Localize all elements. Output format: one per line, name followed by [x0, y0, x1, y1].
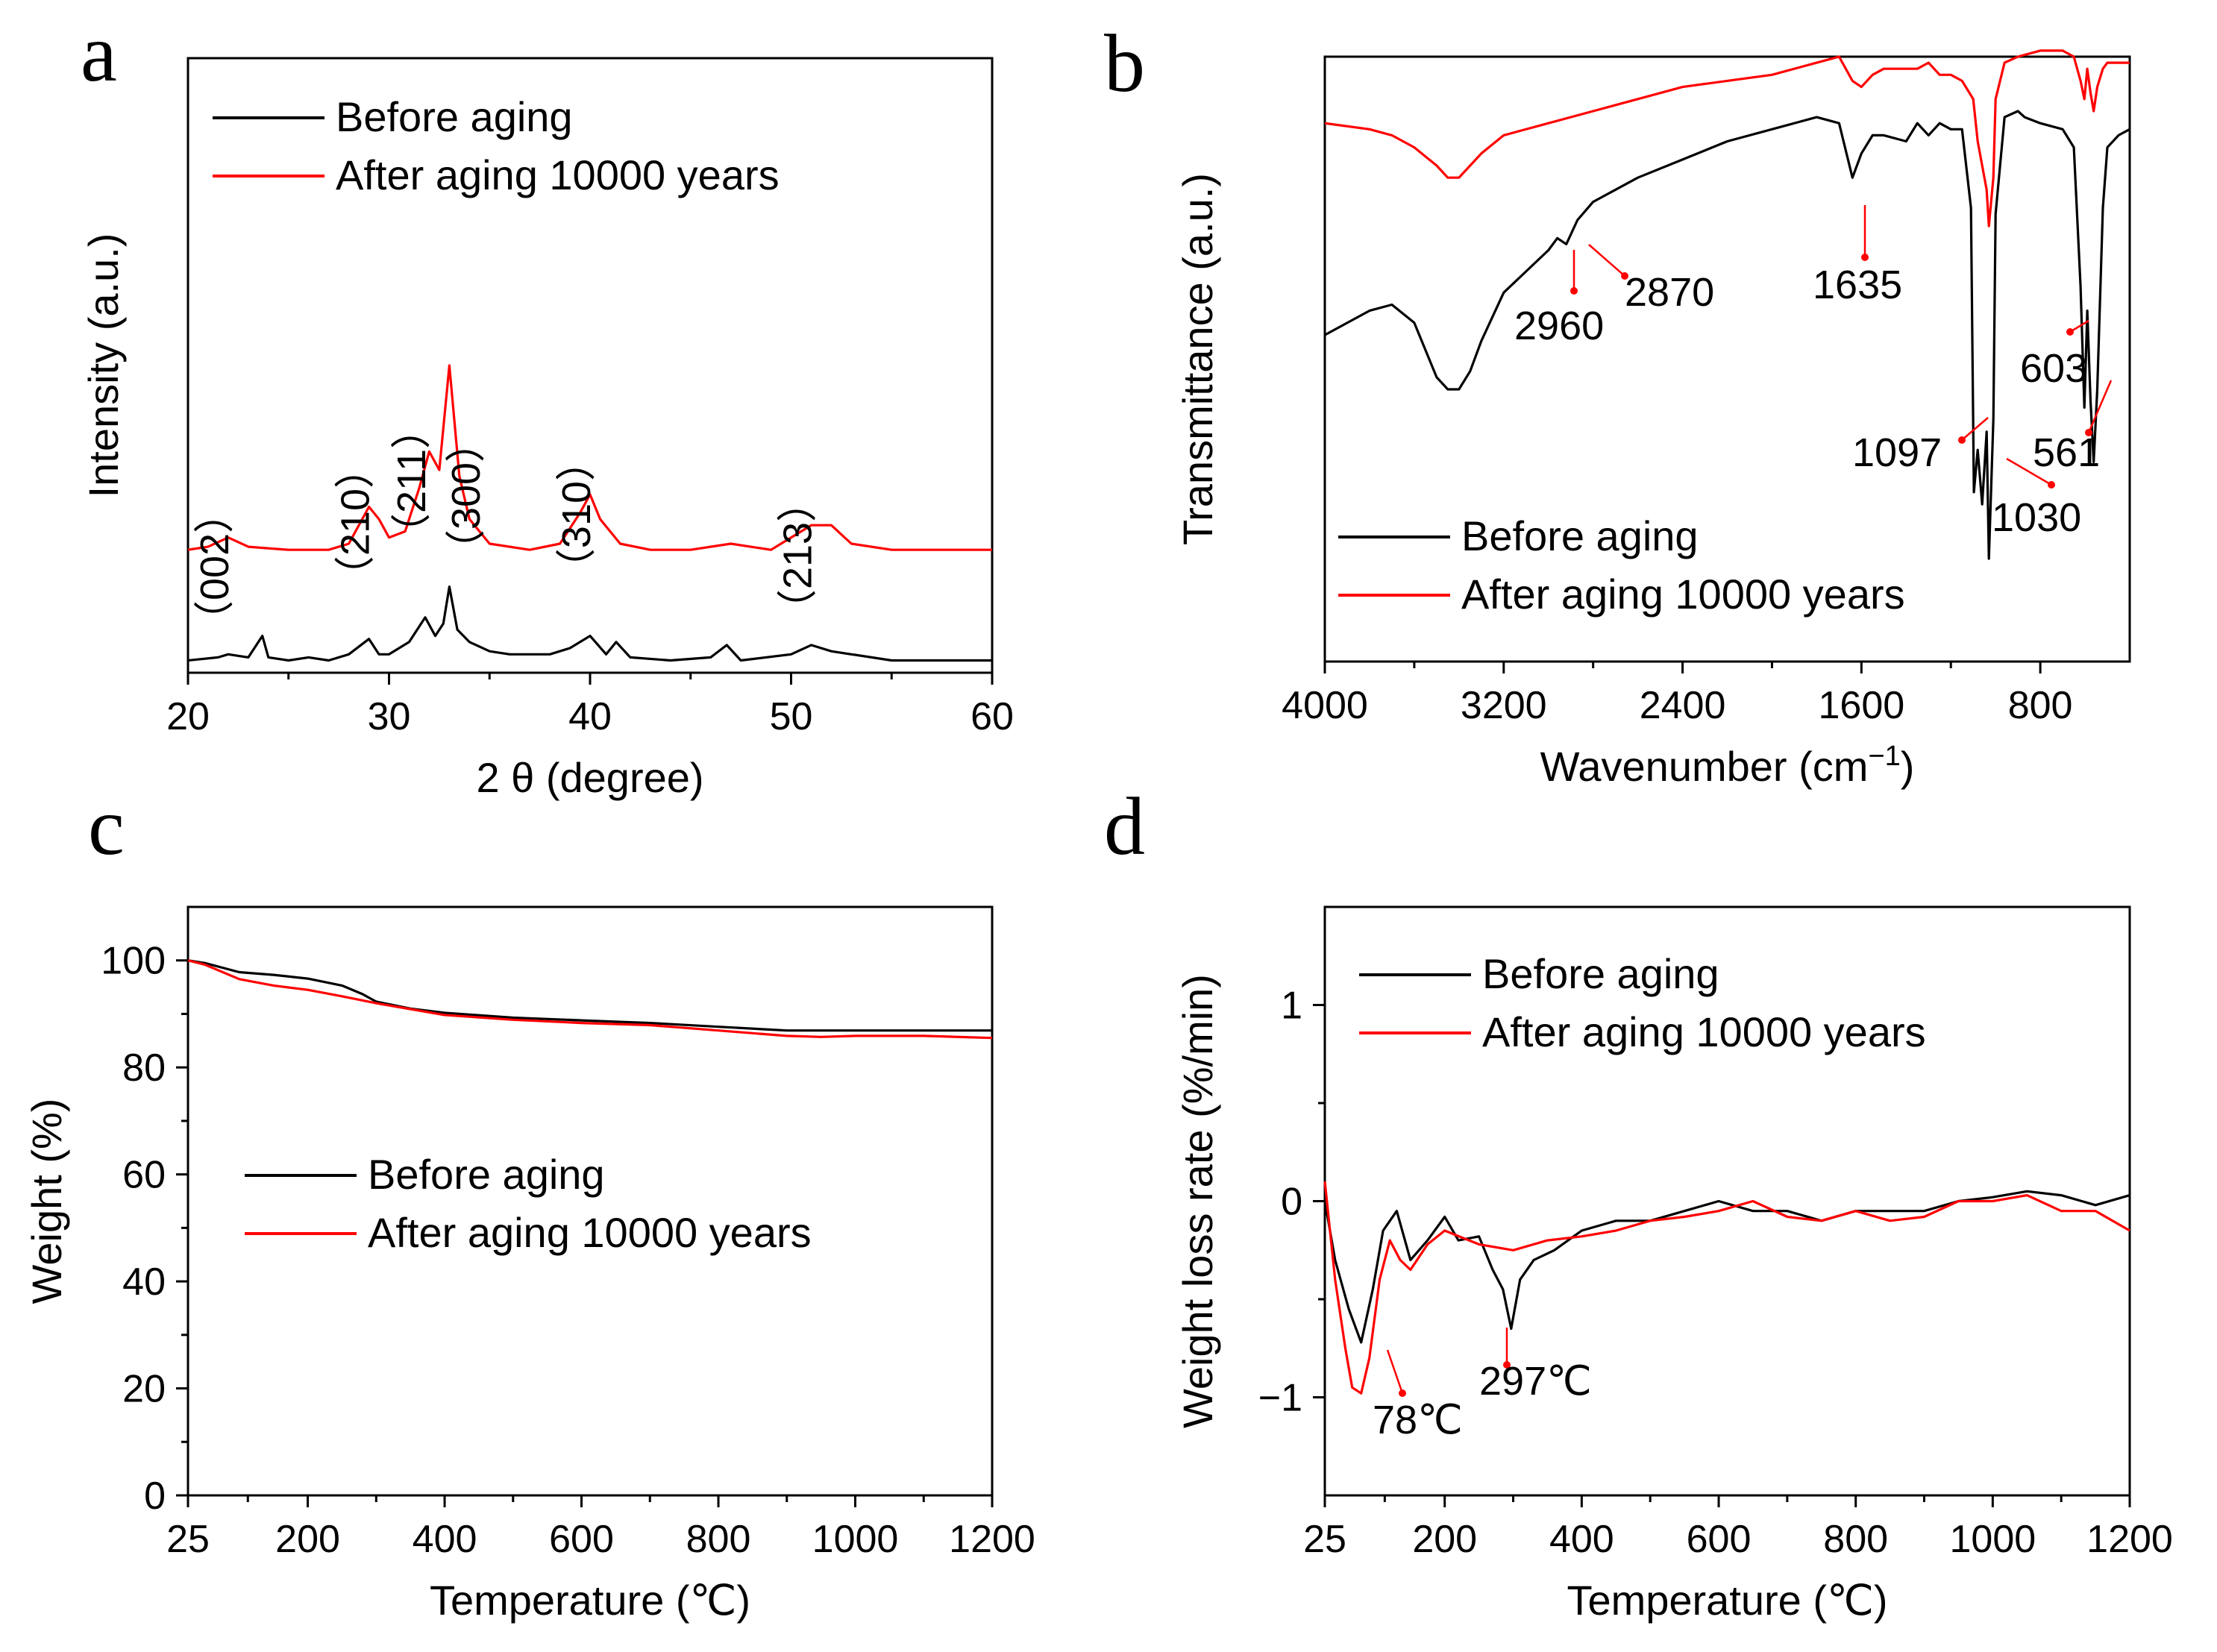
x-axis-label-sup: −1 — [1868, 741, 1900, 772]
y-axis-label: Transmittance (a.u.) — [1174, 173, 1221, 545]
y-axis-label: Weight loss rate (%/min) — [1174, 974, 1221, 1428]
y-tick-label: 40 — [122, 1260, 166, 1304]
x-tick-label: 3200 — [1461, 684, 1547, 727]
band-label: 1097 — [1852, 430, 1942, 475]
arrow-head — [1861, 254, 1869, 261]
series-line-before-aging — [1324, 110, 2130, 560]
peak-label: （310） — [554, 441, 599, 588]
peak-label: （213） — [775, 482, 820, 629]
peak-temperature-label: 297℃ — [1479, 1359, 1592, 1404]
annotation-arrow — [1588, 244, 1625, 277]
series-line-after-aging — [187, 364, 992, 551]
legend-label: After aging 10000 years — [1461, 571, 1905, 618]
x-tick-label: 400 — [1549, 1518, 1614, 1561]
annotation-arrow — [2087, 380, 2113, 433]
arrow-head — [2066, 328, 2074, 336]
band-label: 561 — [2033, 430, 2100, 475]
y-tick-label: 60 — [122, 1154, 166, 1197]
panel-letter-b: b — [1104, 18, 1145, 109]
x-tick-label: 2400 — [1640, 684, 1726, 727]
annotation-arrow — [1386, 1349, 1404, 1394]
panel-letter-d: d — [1104, 781, 1145, 872]
panel-b: 4000 3200 2400 1600 800 Wavenumber (cm−1) Tran… — [1174, 49, 2131, 790]
x-tick-label: 40 — [568, 695, 612, 738]
band-label: 1030 — [1992, 495, 2081, 540]
peak-label: （002） — [192, 493, 237, 641]
y-tick-label: 1 — [1281, 984, 1302, 1028]
x-tick-label: 1000 — [812, 1518, 899, 1561]
peak-temperature-label: 78℃ — [1373, 1398, 1463, 1442]
plot-frame — [1323, 55, 2131, 663]
panel-a: 20 30 40 50 60 2 θ (degree) Intensity (a.u.) Be… — [80, 57, 1014, 801]
arrow-head — [1621, 272, 1628, 280]
series-line-before-aging — [187, 585, 992, 662]
panel-c: 25 200 400 600 800 1000 1200 0 20 40 60 80 100 Temper… — [23, 905, 1035, 1624]
x-tick-label: 1000 — [1949, 1518, 2036, 1561]
annotation-arrow — [2006, 457, 2052, 486]
x-axis-label: Temperature (℃) — [430, 1577, 750, 1624]
y-tick-label: −1 — [1258, 1377, 1302, 1420]
x-tick-label: 60 — [970, 695, 1014, 738]
legend-label: Before aging — [1461, 512, 1699, 559]
x-tick-label: 1200 — [2086, 1518, 2173, 1561]
x-tick-label: 50 — [770, 695, 813, 738]
arrow-head — [2085, 429, 2092, 436]
x-tick-label: 800 — [686, 1518, 751, 1561]
band-label: 2960 — [1514, 304, 1604, 348]
peak-label: （211） — [389, 409, 434, 553]
x-tick-label: 600 — [1687, 1518, 1752, 1561]
plot-frame — [186, 905, 994, 1497]
legend-label: After aging 10000 years — [1482, 1008, 1926, 1055]
band-label: 603 — [2020, 346, 2087, 391]
legend-label: Before aging — [1482, 950, 1719, 997]
series-line-before-aging — [187, 959, 992, 1032]
y-tick-label: 0 — [144, 1474, 166, 1518]
series-line-after-aging — [1323, 1181, 2130, 1395]
band-label: 2870 — [1625, 270, 1714, 315]
annotation-arrow — [1961, 417, 1989, 441]
panel-letter-a: a — [81, 7, 117, 98]
panel-d: 25 200 400 600 800 1000 1200 −1 0 1 Temperature (℃… — [1174, 905, 2173, 1624]
legend-label: Before aging — [336, 93, 573, 140]
peak-label: （300） — [444, 422, 489, 570]
panel-letter-c: c — [88, 781, 125, 872]
x-axis-label: Temperature (℃) — [1567, 1577, 1887, 1624]
x-tick-label: 20 — [166, 695, 210, 738]
arrow-head — [1503, 1361, 1511, 1369]
legend-label: After aging 10000 years — [368, 1209, 812, 1256]
y-tick-label: 20 — [122, 1368, 166, 1411]
x-tick-label: 200 — [1412, 1518, 1477, 1561]
x-axis-label: 2 θ (degree) — [476, 754, 703, 801]
x-tick-label: 1600 — [1818, 684, 1904, 727]
series-line-after-aging — [1324, 49, 2130, 227]
y-tick-label: 100 — [101, 940, 166, 983]
y-axis-label: Weight (%) — [23, 1099, 70, 1304]
x-tick-label: 600 — [549, 1518, 614, 1561]
y-tick-label: 0 — [1281, 1181, 1302, 1224]
arrow-head — [1399, 1389, 1406, 1397]
band-label: 1635 — [1813, 263, 1902, 307]
legend-label: After aging 10000 years — [336, 151, 780, 198]
legend-label: Before aging — [368, 1151, 605, 1198]
x-tick-label: 800 — [2008, 684, 2073, 727]
y-axis-label: Intensity (a.u.) — [80, 233, 127, 498]
arrow-head — [2048, 481, 2055, 489]
x-tick-label: 30 — [368, 695, 411, 738]
x-tick-label: 4000 — [1282, 684, 1368, 727]
x-tick-label: 25 — [166, 1518, 210, 1561]
series-line-before-aging — [1323, 1190, 2130, 1344]
x-tick-label: 1200 — [949, 1518, 1035, 1561]
x-axis-label: Wavenumber (cm−1) — [1540, 741, 1915, 790]
series-line-after-aging — [187, 959, 993, 1040]
x-tick-label: 400 — [413, 1518, 477, 1561]
x-tick-label: 800 — [1823, 1518, 1888, 1561]
arrow-head — [1570, 287, 1578, 295]
x-tick-label: 200 — [275, 1518, 340, 1561]
arrow-head — [1958, 436, 1966, 444]
x-axis-label-close: ) — [1901, 743, 1915, 790]
x-tick-label: 25 — [1303, 1518, 1346, 1561]
peak-label: （210） — [333, 448, 378, 596]
y-tick-label: 80 — [122, 1046, 166, 1090]
